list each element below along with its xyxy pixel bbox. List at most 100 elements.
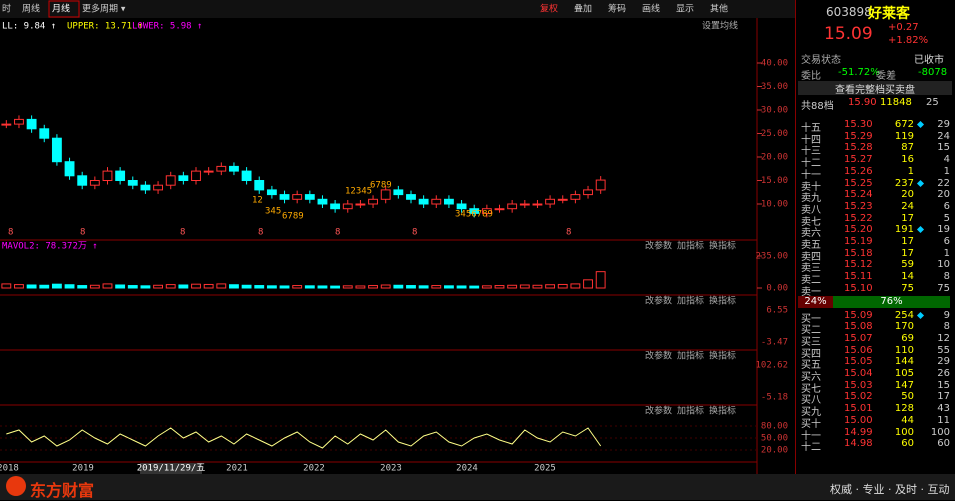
level-count: 5 [943,212,950,224]
level-price: 15.05 [844,356,873,368]
volume-bar [545,284,556,289]
y-tick-label: 20.00 [761,153,788,163]
level-price: 15.03 [844,379,873,391]
full-book[interactable]: 查看完整档买卖盘 [798,81,952,96]
annotation: 8 [180,228,185,238]
level-label: 买三 [801,336,821,348]
level-volume: 75 [901,282,914,294]
level-count: 15 [937,379,950,391]
candle [89,180,100,186]
date-label: 2023 [380,464,402,474]
annotation: 8 [412,228,417,238]
panel-button[interactable]: 改参数 [645,240,672,252]
level-count: 15 [937,142,950,154]
level-price: 15.07 [844,332,873,344]
volume-bar [469,285,480,289]
candle [115,170,126,182]
candle [216,165,227,172]
level-count: 8 [943,271,950,283]
y-tick-label: 235.00 [755,252,788,262]
date-label: 2021 [226,464,248,474]
level-label: 十四 [801,134,821,146]
cursor-date: 2019/11/29/五 [137,464,206,474]
volume-bar [431,285,442,289]
y-tick-label: 102.62 [755,361,788,371]
cursor-date-bg [140,463,202,474]
volume-bar [418,285,429,289]
volume-bar [444,285,454,289]
level-label: 卖四 [801,251,821,263]
level-volume: 17 [901,212,914,224]
level-volume: 16 [901,154,914,166]
panel-button[interactable]: 换指标 [709,350,736,362]
panel-button[interactable]: 改参数 [645,350,672,362]
level-volume: 44 [901,414,914,426]
tool-button[interactable]: 叠加 [574,4,592,15]
panel-button[interactable]: 换指标 [709,240,736,252]
panel-button[interactable]: 改参数 [645,405,672,417]
volume-bar [393,284,404,289]
period-tab[interactable]: 时 [2,3,11,15]
panel-button[interactable]: 换指标 [709,405,736,417]
total-cell: 11848 [880,97,912,108]
tab-active [48,0,80,18]
y-tick-label: 25.00 [761,129,788,139]
diff-label: 委差 [876,71,896,82]
level-volume: 237 [894,177,914,189]
volume-bar [229,284,239,289]
period-tab[interactable]: 月线 [52,3,70,15]
panel-button[interactable]: 改参数 [645,295,672,307]
tool-button[interactable]: 其他 [710,3,728,15]
volume-bar [570,283,581,289]
candle [241,170,252,182]
panel-button[interactable]: 加指标 [677,295,704,307]
y-tick-label: -3.47 [761,338,788,348]
level-label: 卖八 [801,204,821,216]
level-label: 十五 [801,123,821,134]
level-price: 14.98 [844,438,873,450]
annotation: 3456789 [455,210,493,220]
panel-button[interactable]: 加指标 [677,405,704,417]
tool-button[interactable]: 复权 [540,3,558,15]
tool-button[interactable]: 显示 [676,4,694,15]
tool-button[interactable]: 筹码 [608,3,626,15]
y-tick-label: 30.00 [761,106,788,116]
y-tick-label: 40.00 [761,59,788,69]
candle [292,194,303,200]
candle [456,203,467,210]
pct: +1.82% [888,35,929,46]
level-count: 8 [943,321,950,333]
volume-bar [39,284,50,289]
panel-button[interactable]: 换指标 [709,295,736,307]
date-label: 2024 [456,464,478,474]
tool-button[interactable]: 画线 [642,3,660,15]
level-label: 卖三 [801,263,821,275]
annotation: 6789 [370,181,392,191]
big-order-flag [916,311,925,319]
volume-bar [456,285,467,289]
volume-bar [279,285,290,289]
candle [191,170,201,182]
candle [545,198,556,205]
level-count: 22 [937,177,950,189]
level-label: 十一 [801,430,821,442]
candle [203,170,214,173]
panel-button[interactable]: 加指标 [677,240,704,252]
period-tab[interactable]: 周线 [22,3,40,15]
level-count: 9 [943,309,950,321]
volume-bar [406,285,416,289]
candle [469,208,480,214]
level-count: 75 [937,282,950,294]
volume-bar [481,285,492,289]
candle [507,203,518,210]
candle [494,208,505,211]
panel-button[interactable]: 加指标 [677,350,704,362]
candle [368,198,378,205]
level-count: 26 [937,368,950,379]
level-label: 卖一 [801,286,821,298]
candle [304,194,315,200]
level-count: 19 [937,224,950,236]
period-tab[interactable]: 更多周期 ▾ [82,3,126,15]
level-label: 买七 [801,383,821,395]
